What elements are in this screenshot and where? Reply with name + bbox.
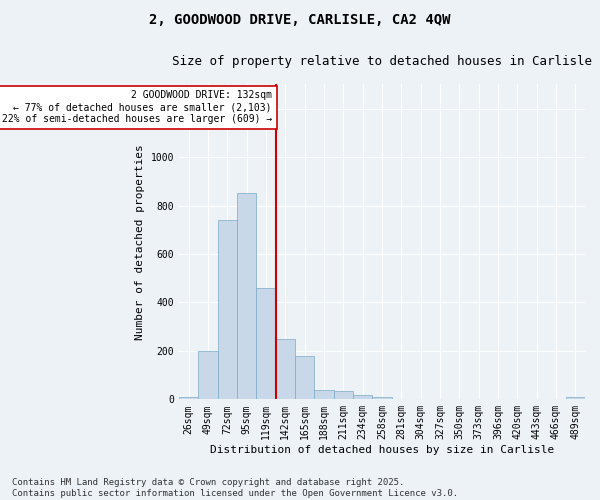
Text: 2 GOODWOOD DRIVE: 132sqm
← 77% of detached houses are smaller (2,103)
22% of sem: 2 GOODWOOD DRIVE: 132sqm ← 77% of detach… [2, 90, 272, 124]
Bar [275, 340, 295, 400]
Bar [198, 351, 218, 400]
Bar [353, 395, 373, 400]
Bar [237, 194, 256, 400]
Bar [179, 397, 198, 400]
Text: 2, GOODWOOD DRIVE, CARLISLE, CA2 4QW: 2, GOODWOOD DRIVE, CARLISLE, CA2 4QW [149, 12, 451, 26]
X-axis label: Distribution of detached houses by size in Carlisle: Distribution of detached houses by size … [210, 445, 554, 455]
Bar [295, 356, 314, 400]
Text: Contains HM Land Registry data © Crown copyright and database right 2025.
Contai: Contains HM Land Registry data © Crown c… [12, 478, 458, 498]
Bar [334, 392, 353, 400]
Bar [314, 390, 334, 400]
Bar [566, 398, 585, 400]
Y-axis label: Number of detached properties: Number of detached properties [135, 144, 145, 340]
Bar [256, 288, 275, 400]
Title: Size of property relative to detached houses in Carlisle: Size of property relative to detached ho… [172, 55, 592, 68]
Bar [218, 220, 237, 400]
Bar [373, 397, 392, 400]
